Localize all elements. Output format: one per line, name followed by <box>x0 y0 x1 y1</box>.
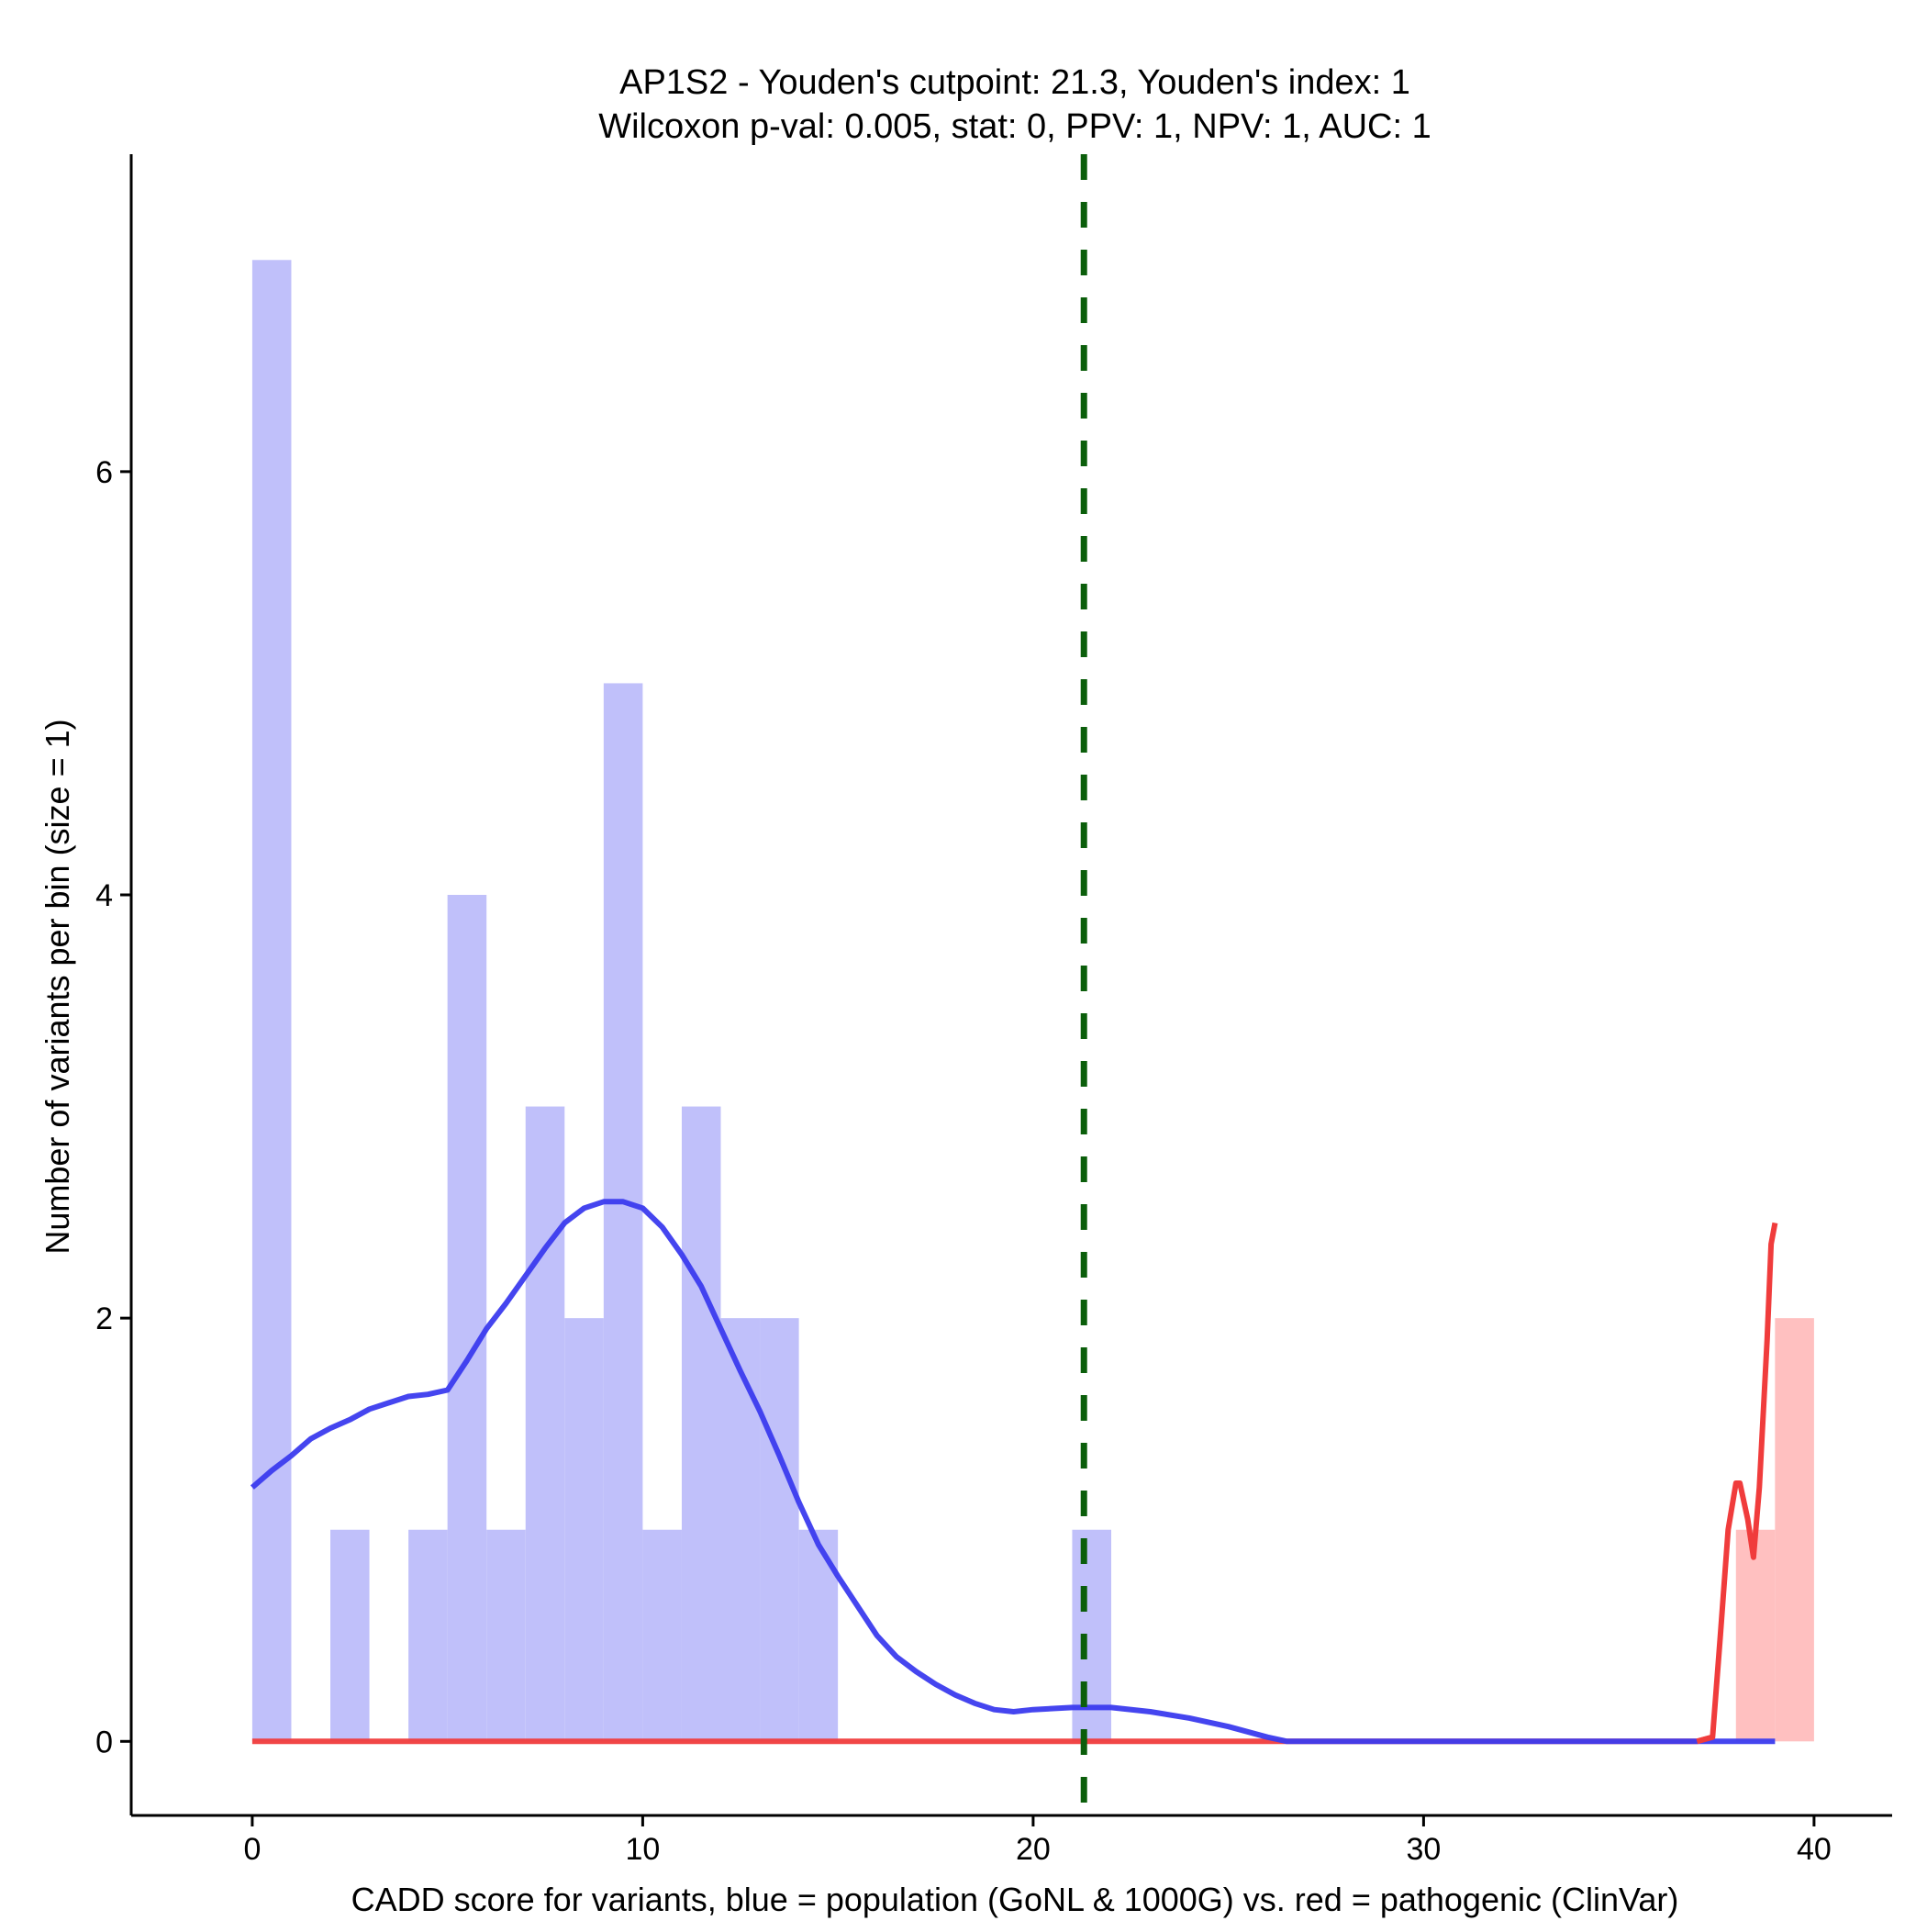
y-tick-label: 4 <box>95 878 113 913</box>
population-bar <box>642 1529 682 1742</box>
x-tick-label: 20 <box>1016 1832 1051 1867</box>
population-bar <box>564 1318 604 1742</box>
population-bar <box>720 1318 761 1742</box>
axes: 0 10 20 30 40 0 2 4 6 <box>95 154 1892 1867</box>
population-bar <box>603 683 643 1742</box>
population-bar <box>760 1318 799 1742</box>
x-tick-label: 10 <box>625 1832 660 1867</box>
x-tick-label: 30 <box>1406 1832 1441 1867</box>
population-bar <box>798 1529 839 1742</box>
pathogenic-bar <box>1735 1529 1776 1742</box>
pathogenic-bar <box>1775 1318 1814 1742</box>
population-bar <box>525 1106 565 1742</box>
population-bar <box>251 260 292 1742</box>
x-tick-label: 0 <box>243 1832 261 1867</box>
chart-title: AP1S2 - Youden's cutpoint: 21.3, Youden'… <box>619 63 1410 102</box>
pathogenic-density-line <box>1696 1222 1778 1745</box>
y-axis-title: Number of variants per bin (size = 1) <box>39 719 76 1254</box>
population-bar <box>486 1529 526 1742</box>
population-bar <box>681 1106 721 1742</box>
y-tick-label: 2 <box>95 1301 113 1336</box>
population-bar <box>408 1529 448 1742</box>
chart-subtitle: Wilcoxon p-val: 0.005, stat: 0, PPV: 1, … <box>598 107 1431 146</box>
y-tick-label: 6 <box>95 455 113 490</box>
population-bar <box>447 895 487 1742</box>
x-axis-title: CADD score for variants, blue = populati… <box>351 1881 1679 1918</box>
population-density-line <box>250 1199 1776 1745</box>
histogram-bars <box>251 260 1814 1742</box>
y-tick-label: 0 <box>95 1725 113 1759</box>
density-curves <box>250 1199 1778 1745</box>
population-bar <box>330 1529 370 1742</box>
x-tick-label: 40 <box>1797 1832 1832 1867</box>
